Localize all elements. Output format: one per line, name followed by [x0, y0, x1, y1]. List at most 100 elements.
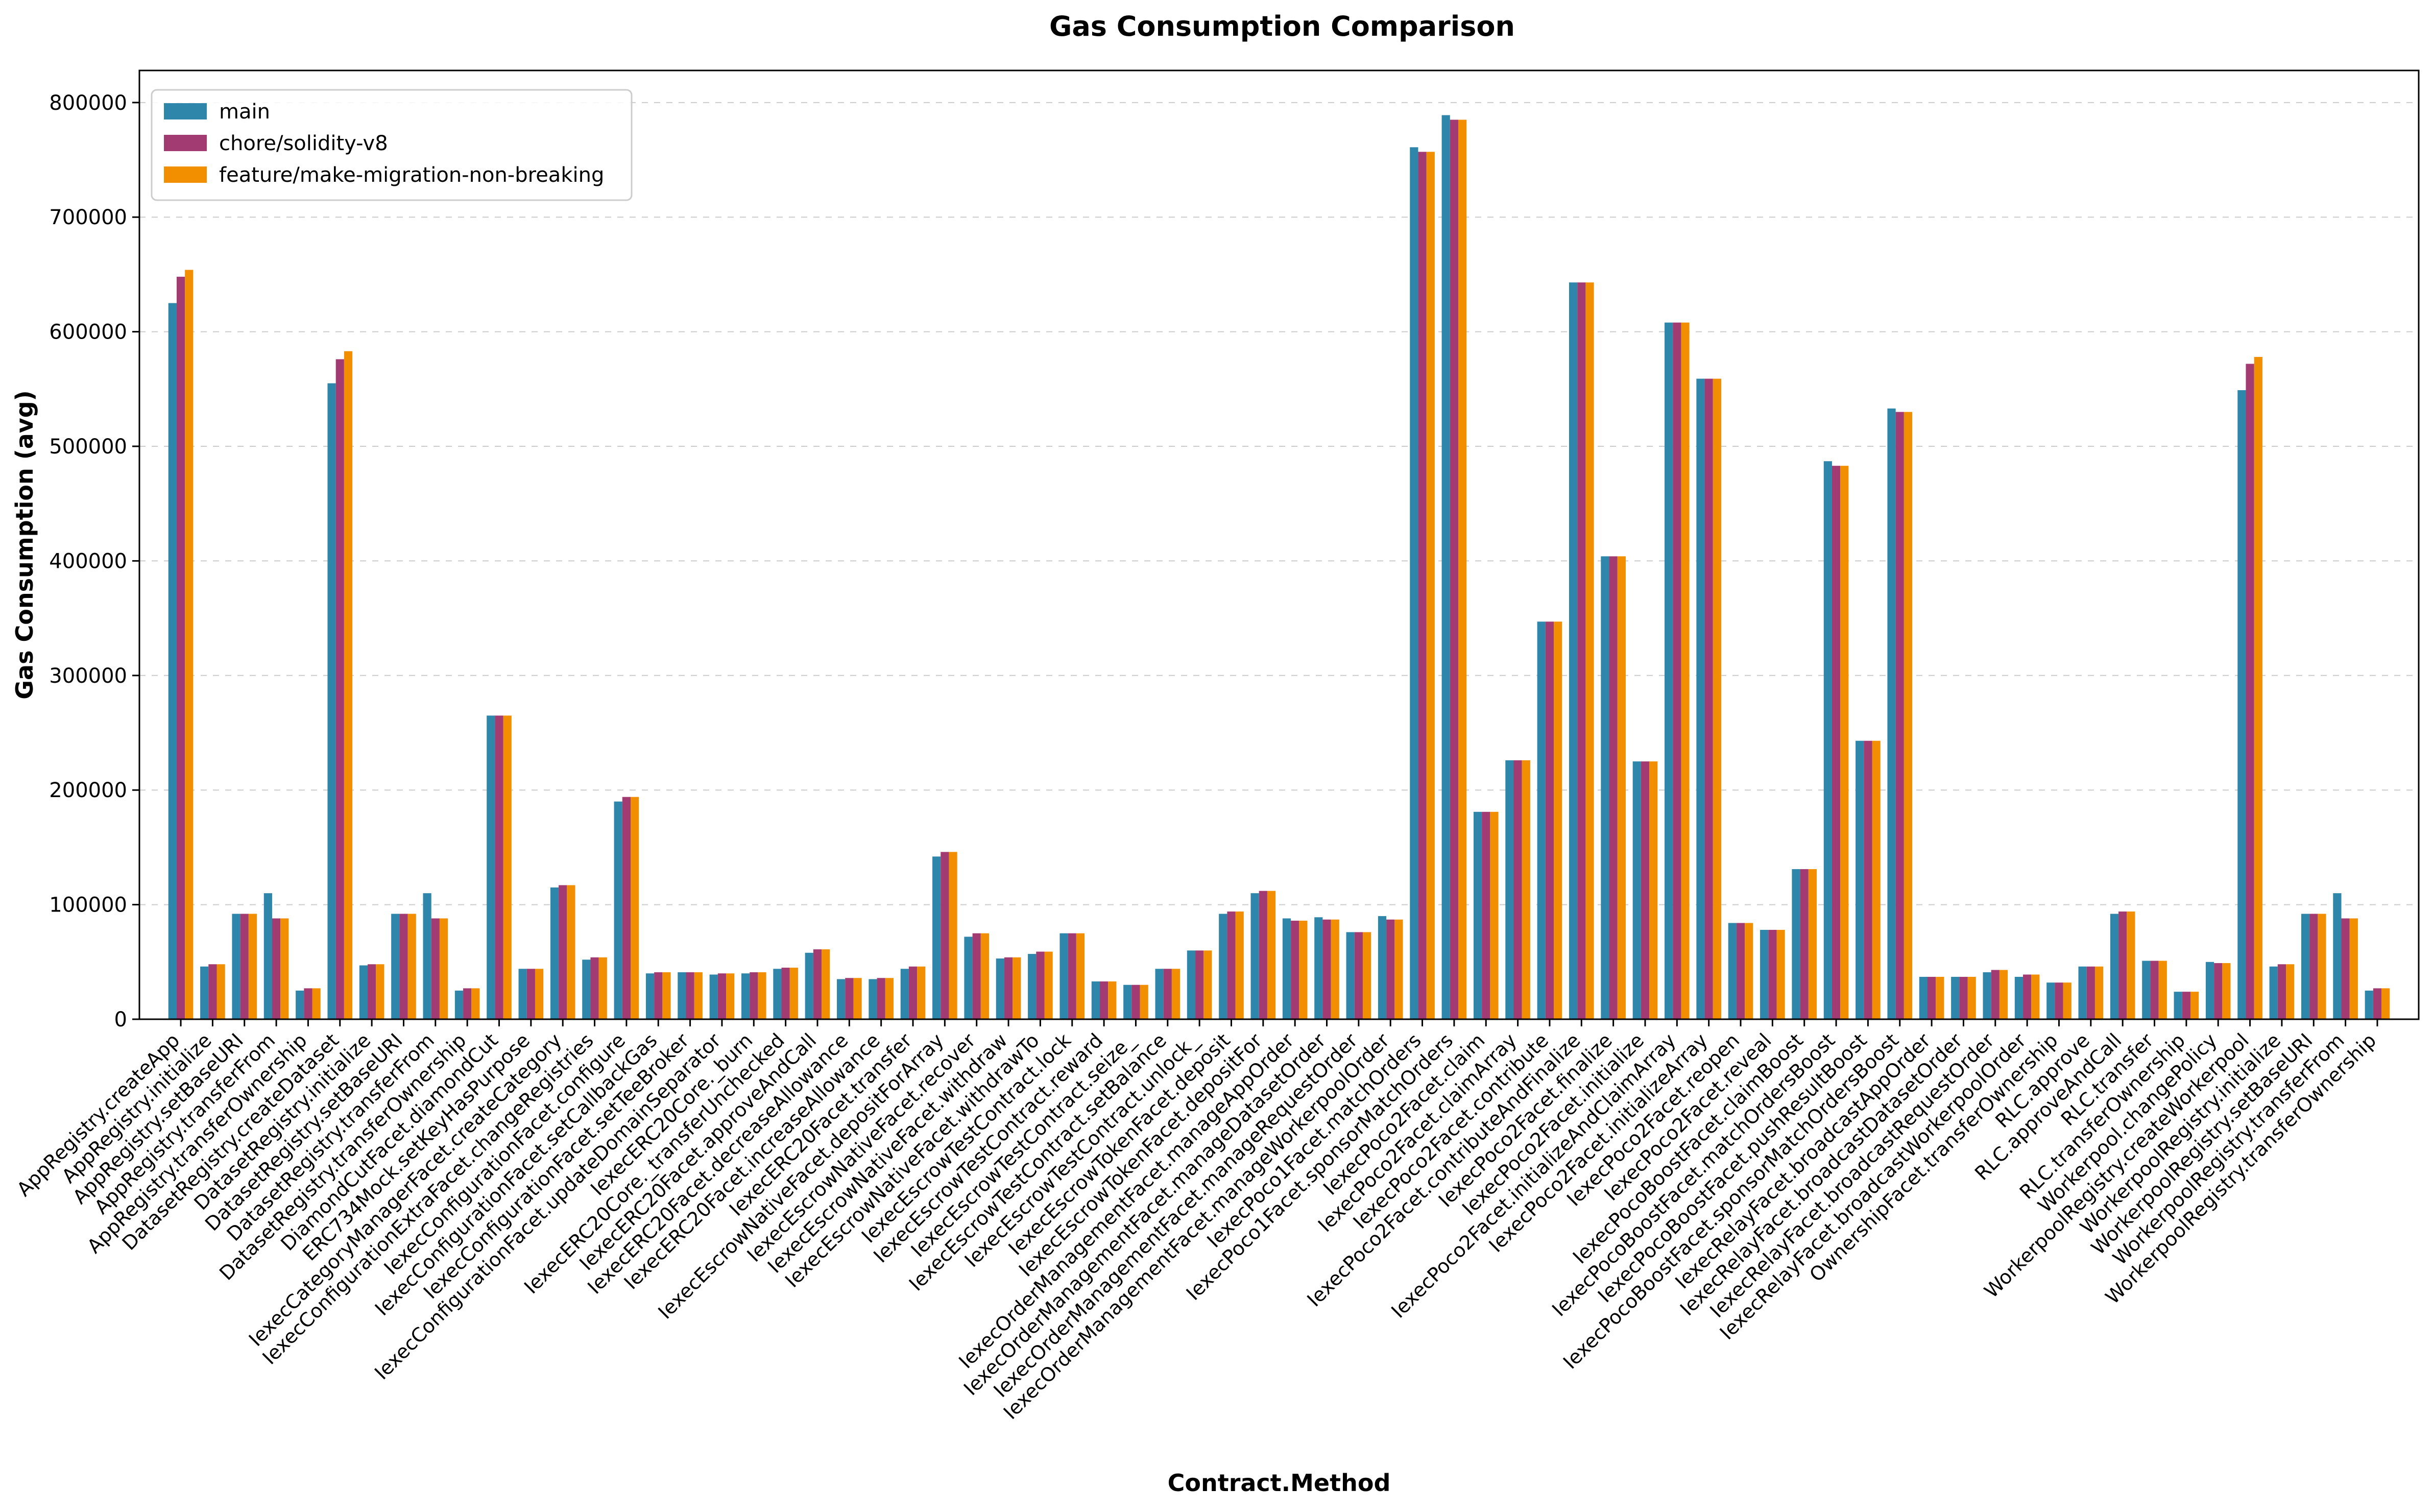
bar-0-34 [1250, 893, 1259, 1019]
bar-2-63 [2190, 992, 2199, 1019]
bar-1-13 [590, 957, 599, 1019]
bar-1-60 [2086, 966, 2095, 1019]
chart-title: Gas Consumption Comparison [1049, 10, 1515, 42]
bar-0-33 [1219, 914, 1227, 1019]
bar-1-24 [941, 852, 949, 1019]
legend-label-2: feature/make-migration-non-breaking [219, 163, 604, 187]
bar-2-69 [2381, 988, 2390, 1019]
bar-0-66 [2269, 966, 2278, 1019]
legend-swatch-1 [164, 135, 207, 151]
bar-0-5 [327, 383, 336, 1019]
bar-2-51 [1808, 869, 1817, 1019]
bar-1-46 [1641, 761, 1650, 1019]
bar-0-6 [359, 965, 368, 1019]
bar-2-8 [439, 918, 448, 1019]
bar-1-69 [2373, 988, 2382, 1019]
y-tick-label-6: 600000 [49, 321, 127, 344]
bar-1-33 [1227, 911, 1236, 1019]
bar-1-34 [1259, 891, 1267, 1019]
bar-1-38 [1386, 919, 1395, 1019]
y-tick-label-8: 800000 [49, 91, 127, 115]
bar-1-19 [781, 968, 790, 1019]
bar-0-42 [1505, 760, 1514, 1019]
bar-1-56 [1959, 976, 1968, 1019]
bar-2-13 [598, 957, 607, 1019]
bar-1-45 [1609, 556, 1618, 1019]
bar-1-44 [1577, 282, 1586, 1020]
bar-0-18 [741, 973, 750, 1019]
bar-1-9 [463, 988, 472, 1019]
bar-2-42 [1522, 760, 1530, 1019]
legend-swatch-2 [164, 166, 207, 183]
bar-2-22 [885, 978, 894, 1019]
bar-0-7 [391, 914, 400, 1019]
bar-2-61 [2127, 911, 2135, 1019]
bar-0-57 [1983, 972, 1991, 1019]
bars [168, 115, 2390, 1020]
bar-1-39 [1418, 152, 1427, 1019]
bar-1-52 [1832, 466, 1841, 1019]
bar-2-23 [917, 966, 926, 1019]
bar-0-43 [1537, 621, 1546, 1019]
bar-0-62 [2142, 961, 2151, 1019]
bar-0-60 [2078, 966, 2087, 1019]
bar-0-13 [582, 959, 591, 1019]
bar-0-10 [487, 715, 495, 1019]
bar-2-16 [694, 972, 703, 1019]
bar-1-20 [813, 949, 822, 1019]
bar-0-49 [1728, 923, 1737, 1019]
bar-1-50 [1768, 929, 1777, 1019]
bar-2-68 [2349, 918, 2358, 1019]
bar-2-10 [503, 715, 512, 1019]
bar-0-28 [1059, 933, 1068, 1019]
bar-2-46 [1649, 761, 1658, 1019]
bar-0-22 [869, 979, 877, 1019]
bar-0-9 [454, 990, 464, 1019]
bar-2-14 [631, 797, 639, 1019]
bar-0-4 [296, 990, 304, 1019]
bar-2-40 [1458, 119, 1467, 1019]
bar-2-3 [280, 918, 289, 1019]
bar-1-36 [1322, 919, 1331, 1019]
bar-1-0 [176, 276, 185, 1019]
bar-2-47 [1681, 322, 1690, 1019]
legend-box [151, 89, 633, 201]
bar-2-9 [471, 988, 480, 1019]
bar-0-17 [709, 974, 718, 1019]
y-tick-label-1: 100000 [49, 894, 127, 917]
bar-0-35 [1282, 918, 1291, 1019]
bar-1-51 [1800, 869, 1809, 1019]
bar-1-18 [750, 972, 758, 1019]
bar-2-26 [1013, 957, 1021, 1019]
bar-1-11 [526, 969, 535, 1019]
bar-1-7 [399, 914, 408, 1019]
bar-0-19 [773, 969, 782, 1019]
bar-1-21 [845, 978, 854, 1019]
bar-0-30 [1123, 985, 1132, 1019]
bar-2-56 [1967, 976, 1976, 1019]
bar-1-61 [2118, 911, 2127, 1019]
bar-0-12 [550, 887, 559, 1019]
bar-0-39 [1410, 147, 1418, 1019]
bar-1-5 [335, 359, 344, 1019]
bar-2-28 [1076, 933, 1085, 1019]
bar-2-54 [1904, 412, 1913, 1020]
bar-1-8 [431, 918, 440, 1019]
bar-1-26 [1004, 957, 1013, 1019]
bar-2-43 [1554, 621, 1562, 1019]
bar-1-42 [1513, 760, 1522, 1019]
y-tick-label-4: 400000 [49, 549, 127, 573]
legend-swatch-0 [164, 103, 207, 119]
bar-0-56 [1951, 976, 1960, 1019]
bar-2-1 [216, 964, 225, 1019]
bar-2-7 [407, 914, 416, 1019]
bar-0-37 [1346, 932, 1355, 1019]
bar-1-63 [2182, 992, 2190, 1019]
bar-2-12 [567, 885, 575, 1019]
bar-2-15 [662, 972, 671, 1019]
bar-0-64 [2205, 962, 2214, 1019]
grid-lines [139, 102, 2419, 905]
bar-1-66 [2277, 964, 2286, 1019]
bar-2-49 [1745, 923, 1753, 1019]
bar-1-12 [559, 885, 567, 1019]
